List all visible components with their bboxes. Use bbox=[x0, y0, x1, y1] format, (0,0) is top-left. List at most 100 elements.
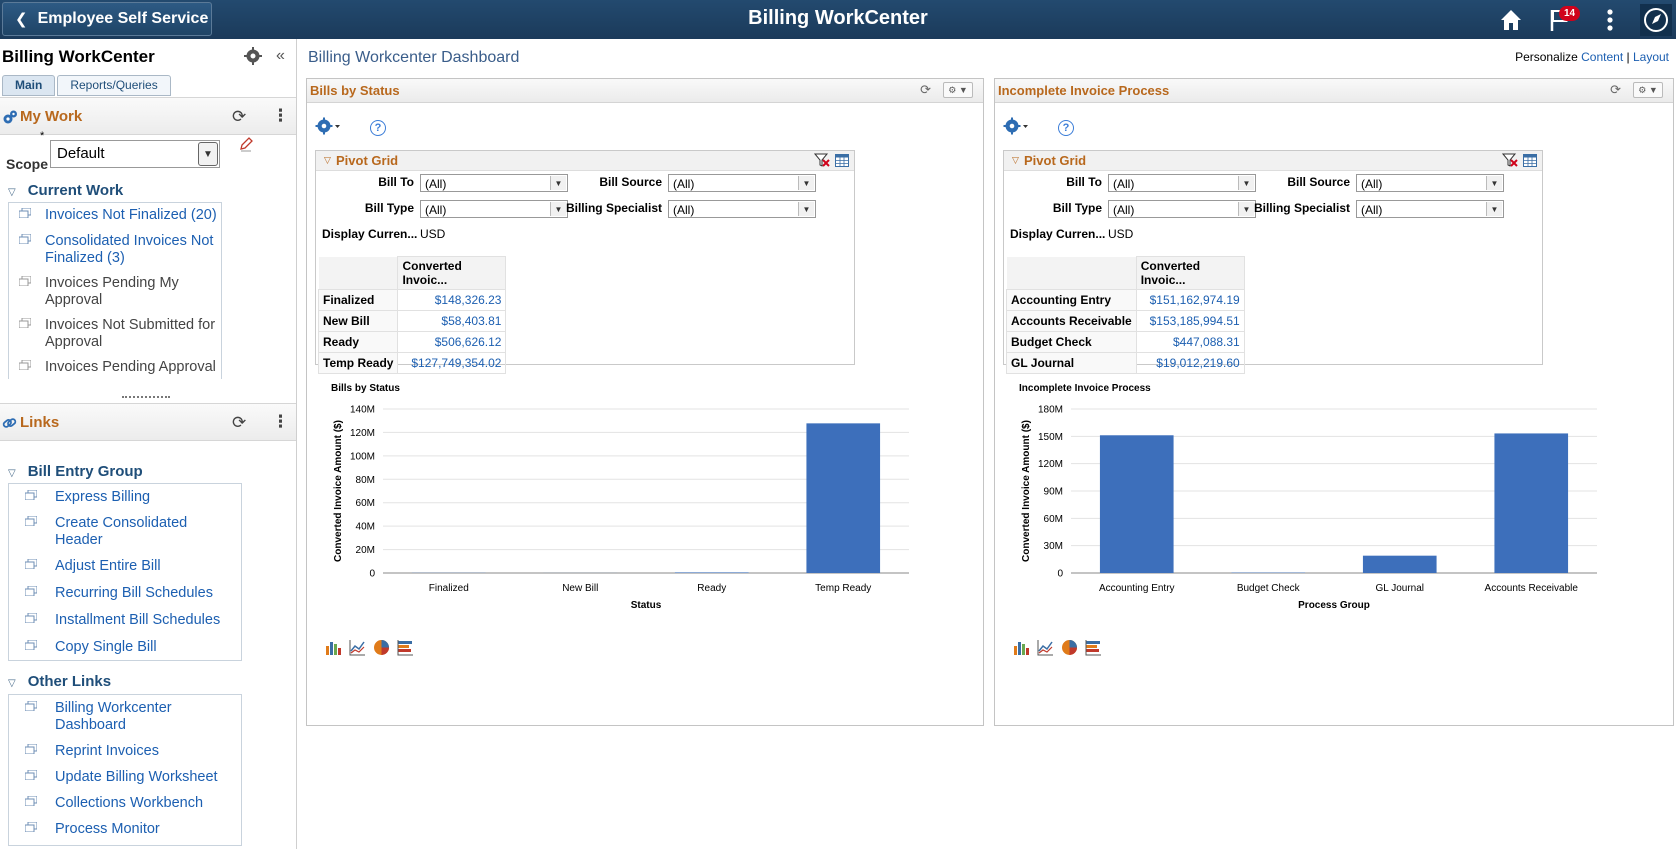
row-value[interactable]: $127,749,354.02 bbox=[397, 352, 507, 374]
tab-reports-queries[interactable]: Reports/Queries bbox=[57, 75, 171, 96]
collapse-triangle-icon[interactable]: ▽ bbox=[324, 155, 331, 165]
my-work-refresh-icon[interactable]: ⟳ bbox=[232, 107, 247, 126]
other-links-group[interactable]: ▽ Other Links bbox=[8, 673, 111, 690]
list-item-label[interactable]: Installment Bill Schedules bbox=[55, 612, 221, 628]
other-links-group-title: Other Links bbox=[27, 673, 112, 690]
current-work-group[interactable]: ▽ Current Work bbox=[8, 182, 123, 199]
list-item[interactable]: Create Consolidated Header bbox=[25, 515, 235, 549]
pagelet-refresh-icon[interactable]: ⟳ bbox=[1610, 82, 1621, 97]
row-value[interactable]: $151,162,974.19 bbox=[1135, 289, 1245, 311]
grid-view-icon[interactable] bbox=[1523, 154, 1537, 167]
row-value[interactable]: $148,326.23 bbox=[397, 289, 507, 311]
back-button[interactable]: ❮ Employee Self Service bbox=[2, 2, 212, 36]
x-tick-label: GL Journal bbox=[1375, 583, 1424, 594]
pie-chart-icon[interactable] bbox=[1061, 639, 1078, 656]
pagelet-refresh-icon[interactable]: ⟳ bbox=[920, 82, 931, 97]
bill-to-select[interactable]: (All) ▼ bbox=[1108, 174, 1256, 192]
line-chart-icon[interactable] bbox=[349, 639, 366, 656]
tab-main[interactable]: Main bbox=[2, 75, 56, 96]
x-tick-label: Budget Check bbox=[1237, 583, 1301, 594]
billing-specialist-select[interactable]: (All) ▼ bbox=[668, 200, 816, 218]
stacked-bar-chart-icon[interactable] bbox=[1085, 639, 1102, 656]
pagelet-bills-by-status: Bills by Status ⟳ ⚙ ▼ ? ▽ Pivot Grid Bil… bbox=[306, 78, 984, 726]
row-value[interactable]: $19,012,219.60 bbox=[1135, 352, 1245, 374]
bill-to-select[interactable]: (All) ▼ bbox=[420, 174, 568, 192]
list-item[interactable]: Express Billing bbox=[25, 489, 235, 506]
bar bbox=[674, 572, 749, 573]
row-value[interactable]: $506,626.12 bbox=[397, 331, 507, 353]
list-item-label[interactable]: Adjust Entire Bill bbox=[55, 558, 161, 574]
column-header[interactable]: Converted Invoic... bbox=[397, 256, 507, 290]
pie-chart-icon[interactable] bbox=[373, 639, 390, 656]
list-item[interactable]: Invoices Not Finalized (20) bbox=[19, 207, 219, 224]
help-icon[interactable]: ? bbox=[370, 120, 386, 136]
list-item-label[interactable]: Billing Workcenter Dashboard bbox=[55, 700, 172, 733]
list-item[interactable]: Update Billing Worksheet bbox=[25, 769, 235, 786]
list-item-label[interactable]: Process Monitor bbox=[55, 821, 160, 837]
list-item[interactable]: Collections Workbench bbox=[25, 795, 235, 812]
list-item-label[interactable]: Copy Single Bill bbox=[55, 639, 157, 655]
list-item-label[interactable]: Consolidated Invoices Not Finalized (3) bbox=[45, 233, 214, 266]
bill-source-select[interactable]: (All) ▼ bbox=[668, 174, 816, 192]
resize-handle[interactable] bbox=[122, 396, 170, 398]
y-tick-label: 20M bbox=[356, 545, 375, 556]
personalize-content-link[interactable]: Content bbox=[1581, 50, 1624, 64]
list-item[interactable]: Reprint Invoices bbox=[25, 743, 235, 760]
edit-scope-pencil-icon[interactable] bbox=[238, 136, 254, 152]
gear-icon[interactable] bbox=[244, 47, 262, 65]
list-item-label[interactable]: Recurring Bill Schedules bbox=[55, 585, 213, 601]
links-refresh-icon[interactable]: ⟳ bbox=[232, 413, 247, 432]
row-value[interactable]: $153,185,994.51 bbox=[1135, 310, 1245, 332]
pivot-corner-cell bbox=[1006, 256, 1137, 290]
row-value[interactable]: $58,403.81 bbox=[397, 310, 507, 332]
x-tick-label: Accounting Entry bbox=[1099, 583, 1175, 594]
column-header[interactable]: Converted Invoic... bbox=[1135, 256, 1245, 290]
list-item[interactable]: Process Monitor bbox=[25, 821, 235, 838]
personalize-layout-link[interactable]: Layout bbox=[1632, 50, 1669, 64]
help-icon[interactable]: ? bbox=[1058, 120, 1074, 136]
list-item[interactable]: Copy Single Bill bbox=[25, 639, 235, 656]
grid-view-icon[interactable] bbox=[835, 154, 849, 167]
bill-entry-group[interactable]: ▽ Bill Entry Group bbox=[8, 463, 143, 480]
bill-source-select[interactable]: (All) ▼ bbox=[1356, 174, 1504, 192]
scope-select[interactable]: Default ▼ bbox=[50, 140, 220, 168]
pagelet-options-menu[interactable]: ⚙ ▼ bbox=[1633, 82, 1663, 98]
bar-chart-icon[interactable] bbox=[1013, 639, 1030, 656]
list-item[interactable]: Billing Workcenter Dashboard bbox=[25, 700, 235, 734]
line-chart-icon[interactable] bbox=[1037, 639, 1054, 656]
list-item[interactable]: Recurring Bill Schedules bbox=[25, 585, 235, 602]
list-item-label[interactable]: Collections Workbench bbox=[55, 795, 204, 811]
list-item-label[interactable]: Create Consolidated Header bbox=[55, 515, 188, 548]
list-item-label[interactable]: Update Billing Worksheet bbox=[55, 769, 218, 785]
links-menu-icon[interactable]: ⋮ bbox=[272, 412, 289, 431]
bar bbox=[1494, 433, 1569, 573]
pivot-grid-header: ▽ Pivot Grid bbox=[316, 151, 854, 171]
bill-source-value: (All) bbox=[1361, 177, 1383, 191]
list-item-label[interactable]: Reprint Invoices bbox=[55, 743, 159, 759]
stacked-bar-chart-icon[interactable] bbox=[397, 639, 414, 656]
list-item-label[interactable]: Invoices Not Finalized (20) bbox=[45, 207, 217, 223]
actions-menu-icon[interactable] bbox=[1596, 6, 1624, 34]
list-item[interactable]: Consolidated Invoices Not Finalized (3) bbox=[19, 233, 219, 267]
pivot-options-gear-icon[interactable] bbox=[315, 117, 341, 135]
pagelet-incomplete-invoice-process: Incomplete Invoice Process ⟳ ⚙ ▼ ? ▽ Piv… bbox=[994, 78, 1674, 726]
list-item[interactable]: Adjust Entire Bill bbox=[25, 558, 235, 575]
bar-chart-icon[interactable] bbox=[325, 639, 342, 656]
list-item-label[interactable]: Express Billing bbox=[55, 489, 151, 505]
pivot-options-gear-icon[interactable] bbox=[1003, 117, 1029, 135]
billing-specialist-select[interactable]: (All) ▼ bbox=[1356, 200, 1504, 218]
clear-filter-icon[interactable] bbox=[814, 153, 830, 167]
list-item: Invoices Pending Approval bbox=[19, 359, 219, 376]
clear-filter-icon[interactable] bbox=[1502, 153, 1518, 167]
home-icon[interactable] bbox=[1497, 6, 1525, 34]
my-work-menu-icon[interactable]: ⋮ bbox=[272, 106, 289, 125]
pagelet-options-menu[interactable]: ⚙ ▼ bbox=[943, 82, 973, 98]
bill-type-select[interactable]: (All) ▼ bbox=[420, 200, 568, 218]
bill-type-select[interactable]: (All) ▼ bbox=[1108, 200, 1256, 218]
row-value[interactable]: $447,088.31 bbox=[1135, 331, 1245, 353]
collapse-panel-icon[interactable]: « bbox=[276, 47, 285, 64]
x-tick-label: Finalized bbox=[429, 583, 469, 594]
collapse-triangle-icon[interactable]: ▽ bbox=[1012, 155, 1019, 165]
navbar-compass-icon[interactable] bbox=[1640, 4, 1672, 36]
list-item[interactable]: Installment Bill Schedules bbox=[25, 612, 235, 629]
